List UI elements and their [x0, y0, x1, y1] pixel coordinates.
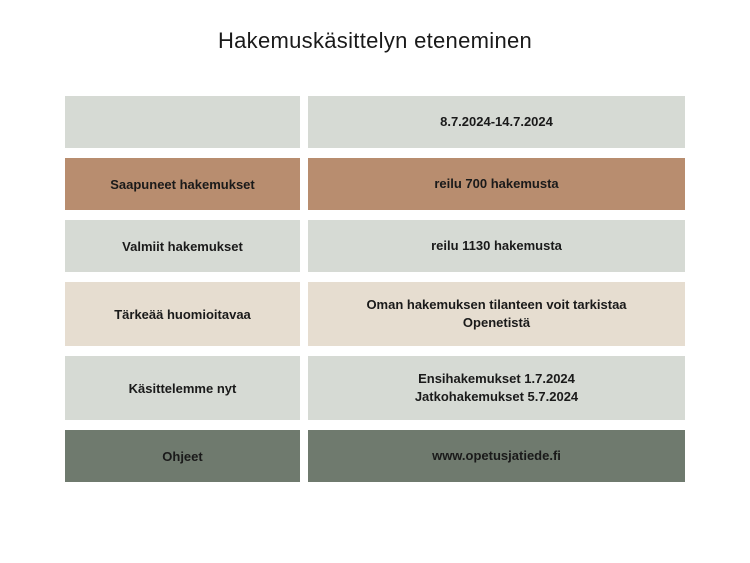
table-row: Tärkeää huomioitavaa Oman hakemuksen til… [65, 282, 685, 346]
page-title: Hakemuskäsittelyn eteneminen [218, 28, 532, 54]
table-row: Saapuneet hakemukset reilu 700 hakemusta [65, 158, 685, 210]
row-value-line: Openetistä [463, 314, 530, 332]
row-value-line: reilu 1130 hakemusta [431, 237, 562, 255]
row-label: Saapuneet hakemukset [65, 158, 300, 210]
row-value-line: www.opetusjatiede.fi [432, 447, 561, 465]
table-row: Ohjeet www.opetusjatiede.fi [65, 430, 685, 482]
row-label: Ohjeet [65, 430, 300, 482]
row-label: Tärkeää huomioitavaa [65, 282, 300, 346]
row-value-line: Oman hakemuksen tilanteen voit tarkistaa [366, 296, 626, 314]
row-value: reilu 700 hakemusta [308, 158, 685, 210]
status-table: 8.7.2024-14.7.2024 Saapuneet hakemukset … [65, 96, 685, 482]
table-row: 8.7.2024-14.7.2024 [65, 96, 685, 148]
row-value: Oman hakemuksen tilanteen voit tarkistaa… [308, 282, 685, 346]
row-value: reilu 1130 hakemusta [308, 220, 685, 272]
table-row: Valmiit hakemukset reilu 1130 hakemusta [65, 220, 685, 272]
row-value: Ensihakemukset 1.7.2024 Jatkohakemukset … [308, 356, 685, 420]
row-label: Valmiit hakemukset [65, 220, 300, 272]
row-value: 8.7.2024-14.7.2024 [308, 96, 685, 148]
row-label: Käsittelemme nyt [65, 356, 300, 420]
row-value-line: Jatkohakemukset 5.7.2024 [415, 388, 578, 406]
row-label [65, 96, 300, 148]
row-value-line: 8.7.2024-14.7.2024 [440, 113, 553, 131]
row-value: www.opetusjatiede.fi [308, 430, 685, 482]
table-row: Käsittelemme nyt Ensihakemukset 1.7.2024… [65, 356, 685, 420]
row-value-line: Ensihakemukset 1.7.2024 [418, 370, 575, 388]
row-value-line: reilu 700 hakemusta [434, 175, 558, 193]
